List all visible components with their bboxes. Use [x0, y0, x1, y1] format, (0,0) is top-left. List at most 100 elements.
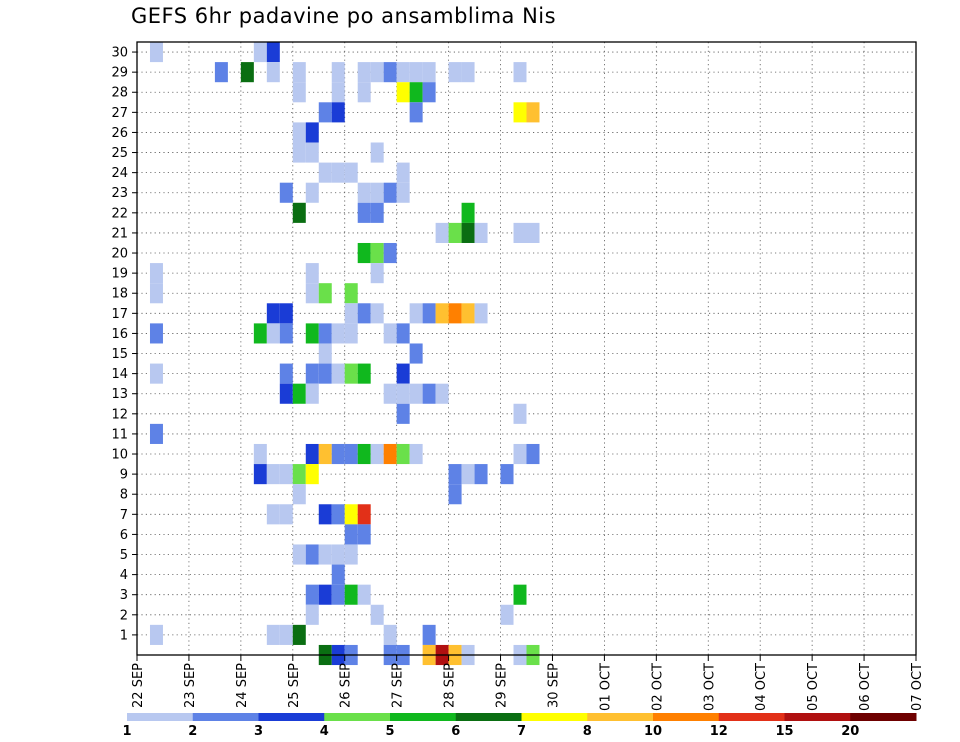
colorbar-label: 12	[710, 724, 728, 739]
data-cell	[383, 443, 397, 465]
colorbar-segment	[390, 713, 457, 721]
y-tick-label: 11	[111, 427, 128, 442]
y-tick-label: 2	[120, 608, 128, 623]
data-cell	[266, 624, 280, 645]
data-cell	[149, 283, 163, 304]
data-cell	[357, 504, 371, 525]
data-cell	[357, 524, 371, 545]
data-cell	[240, 62, 254, 83]
data-cell	[279, 363, 293, 384]
data-cell	[357, 584, 371, 605]
colorbar-label: 4	[320, 724, 329, 739]
data-cell	[279, 383, 293, 404]
data-cell	[370, 182, 384, 203]
data-cell	[318, 283, 332, 304]
data-cell	[513, 403, 527, 424]
plot-frame	[136, 41, 917, 656]
data-cell	[305, 263, 319, 284]
colorbar-segment	[192, 713, 259, 721]
data-cell	[292, 142, 306, 163]
data-cell	[344, 323, 358, 344]
data-cell	[396, 323, 410, 344]
data-cell	[149, 42, 163, 63]
data-cell	[305, 283, 319, 304]
colorbar-label: 5	[385, 724, 394, 739]
x-tick-label: 28 SEP	[443, 663, 458, 708]
data-cell	[292, 122, 306, 143]
data-cell	[422, 624, 436, 645]
data-cell	[370, 604, 384, 625]
data-cell	[435, 222, 449, 243]
y-tick-label: 4	[120, 568, 128, 583]
colorbar-segment	[718, 713, 785, 721]
x-tick-label: 27 SEP	[391, 663, 406, 708]
colorbar-label: 15	[775, 724, 793, 739]
data-cell	[370, 62, 384, 83]
data-cell	[344, 524, 358, 545]
data-cell	[331, 504, 345, 525]
colorbar-segment	[850, 713, 917, 721]
data-cell	[396, 62, 410, 83]
y-tick-label: 20	[111, 247, 128, 262]
data-cell	[279, 464, 293, 485]
data-cell	[292, 544, 306, 565]
x-tick-label: 02 OCT	[650, 663, 665, 711]
y-tick-label: 5	[120, 548, 128, 563]
colorbar-label: 10	[644, 724, 662, 739]
data-cell	[383, 383, 397, 404]
data-cell	[409, 62, 423, 83]
data-cell	[396, 443, 410, 465]
data-cell	[266, 62, 280, 83]
data-cell	[396, 403, 410, 424]
data-cell	[357, 443, 371, 465]
data-cell	[344, 584, 358, 605]
data-cell	[422, 82, 436, 103]
data-cell	[305, 584, 319, 605]
data-cell	[214, 62, 228, 83]
data-cell	[266, 504, 280, 525]
data-cell	[357, 303, 371, 324]
x-tick-label: 06 OCT	[858, 663, 873, 711]
data-cell	[149, 323, 163, 344]
data-cell	[344, 443, 358, 465]
data-cell	[331, 162, 345, 183]
data-cell	[474, 222, 488, 243]
data-cell	[409, 82, 423, 103]
colorbar-segment	[324, 713, 391, 721]
data-cell	[305, 323, 319, 344]
data-cell	[331, 564, 345, 585]
data-cell	[149, 263, 163, 284]
data-cell	[253, 443, 267, 465]
data-cell	[383, 624, 397, 645]
data-cell	[149, 624, 163, 645]
colorbar-label: 7	[517, 724, 526, 739]
data-cell	[318, 162, 332, 183]
data-cell	[461, 62, 475, 83]
data-cell	[370, 443, 384, 465]
colorbar-segment	[784, 713, 851, 721]
data-cell	[279, 504, 293, 525]
data-cell	[474, 464, 488, 485]
x-tick-label: 23 SEP	[183, 663, 198, 708]
data-cell	[318, 323, 332, 344]
data-cell	[149, 423, 163, 444]
data-cell	[461, 222, 475, 243]
y-tick-label: 12	[111, 407, 128, 422]
y-tick-label: 14	[111, 367, 128, 382]
data-cell	[396, 162, 410, 183]
y-tick-label: 24	[111, 166, 128, 181]
data-cell	[253, 323, 267, 344]
data-cell	[305, 464, 319, 485]
x-tick-label: 03 OCT	[702, 663, 717, 711]
data-cell	[422, 62, 436, 83]
data-cell	[344, 504, 358, 525]
data-cell	[383, 242, 397, 264]
y-tick-label: 23	[111, 186, 128, 201]
data-cell	[396, 182, 410, 203]
data-cell	[331, 323, 345, 344]
data-cell	[253, 42, 267, 63]
data-cell	[266, 303, 280, 324]
data-cell	[292, 484, 306, 505]
data-cell	[318, 504, 332, 525]
